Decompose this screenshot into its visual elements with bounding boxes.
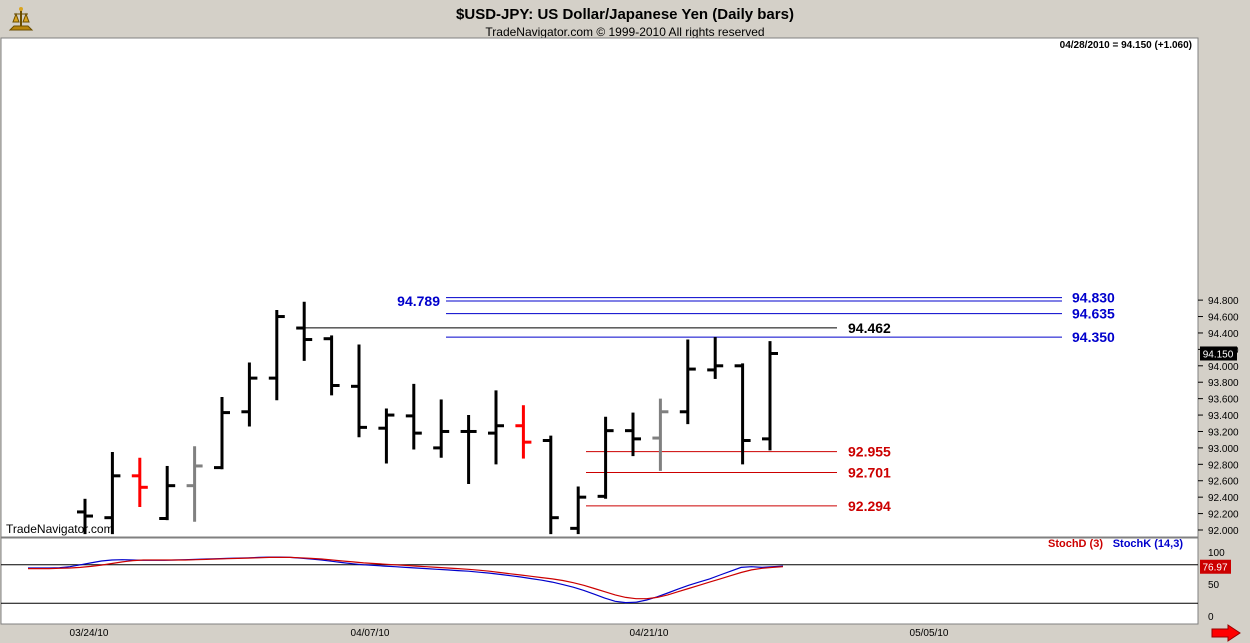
y-tick-label: 92.200: [1208, 510, 1239, 521]
y-tick-label: 94.000: [1208, 362, 1239, 373]
stoch-y-tick-label: 0: [1208, 612, 1214, 623]
ohlc-bar: [323, 335, 340, 396]
ohlc-bar: [186, 446, 203, 522]
last-price-label: 94.150: [1203, 349, 1234, 360]
ohlc-bar: [296, 301, 313, 361]
ohlc-bar: [597, 416, 614, 499]
ohlc-bar: [104, 452, 121, 535]
ohlc-bar: [762, 341, 778, 451]
support-resistance-levels: 94.830 94.789 94.635 94.462 94.350 92.955 92.7…: [300, 290, 1115, 514]
ohlc-bar: [460, 415, 477, 485]
ohlc-bar: [515, 405, 532, 459]
stoch-y-tick-label: 100: [1208, 548, 1225, 559]
ohlc-bar: [131, 457, 148, 508]
y-tick-label: 94.600: [1208, 313, 1239, 324]
y-tick-label: 93.600: [1208, 395, 1239, 406]
ohlc-bar: [488, 390, 504, 465]
price-plot-area[interactable]: [0, 37, 1199, 538]
stoch-last-value-label: 76.97: [1202, 563, 1227, 574]
y-tick-label: 94.800: [1208, 296, 1239, 307]
ohlc-bar: [351, 344, 367, 438]
ohlc-bar: [625, 412, 641, 457]
ohlc-bar: [159, 465, 176, 521]
level-label: 94.635: [1072, 306, 1115, 322]
ohlc-bar: [405, 383, 422, 450]
level-label: 94.789: [397, 293, 440, 309]
level-label: 92.701: [848, 464, 891, 480]
y-tick-label: 93.800: [1208, 378, 1239, 389]
y-tick-label: 93.000: [1208, 444, 1239, 455]
level-label: 94.830: [1072, 290, 1115, 306]
ohlc-bar: [570, 486, 587, 535]
chart-title: $USD-JPY: US Dollar/Japanese Yen (Daily …: [456, 6, 794, 23]
scroll-right-arrow-icon[interactable]: [1211, 624, 1241, 642]
stoch-last-value-box: [1200, 559, 1231, 574]
ohlc-bar: [707, 337, 724, 379]
ohlc-bar: [268, 309, 285, 401]
copyright-text: TradeNavigator.com © 1999-2010 All right…: [485, 25, 764, 39]
x-tick-label: 05/05/10: [910, 628, 949, 639]
stochastic-indicator: 100 50 0 76.97: [1, 548, 1231, 623]
level-label: 94.462: [848, 320, 891, 336]
last-price-box: [1200, 346, 1237, 361]
ohlc-bar: [214, 396, 230, 470]
y-tick-label: 92.400: [1208, 493, 1239, 504]
level-label: 92.955: [848, 444, 891, 460]
ohlc-bar: [433, 399, 450, 458]
trade-navigator-logo: [6, 4, 36, 34]
x-tick-label: 04/21/10: [630, 628, 669, 639]
ohlc-bars: [77, 301, 778, 535]
y-tick-label: 92.800: [1208, 460, 1239, 471]
ohlc-bar: [77, 498, 93, 535]
date-x-axis: 03/24/10 04/07/10 04/21/10 05/05/10: [70, 628, 949, 639]
stoch-y-tick-label: 50: [1208, 580, 1220, 591]
ohlc-bar: [734, 363, 751, 465]
stoch-d-line: [28, 556, 784, 600]
ohlc-bar: [679, 339, 696, 425]
y-tick-label: 93.200: [1208, 427, 1239, 438]
y-tick-label: 93.400: [1208, 411, 1239, 422]
stoch-k-legend: StochK (14,3): [1113, 538, 1184, 550]
y-tick-label: 92.000: [1208, 526, 1239, 537]
watermark-text: TradeNavigator.com: [6, 522, 114, 536]
y-tick-label: 92.600: [1208, 477, 1239, 488]
x-tick-label: 04/07/10: [351, 628, 390, 639]
y-tick-label: 94.400: [1208, 329, 1239, 340]
level-label: 92.294: [848, 498, 891, 514]
stoch-d-legend: StochD (3): [1048, 538, 1103, 550]
last-bar-info: 04/28/2010 = 94.150 (+1.060): [1060, 40, 1192, 51]
ohlc-bar: [652, 398, 669, 471]
ohlc-bar: [542, 435, 559, 535]
level-label: 94.350: [1072, 329, 1115, 345]
stochastic-plot-area[interactable]: [0, 537, 1199, 625]
price-y-axis: 92.000 92.200 92.400 92.600 92.800 93.000 93.2…: [1198, 296, 1239, 537]
ohlc-bar: [378, 408, 395, 464]
x-tick-label: 03/24/10: [70, 628, 109, 639]
ohlc-bar: [241, 362, 258, 427]
